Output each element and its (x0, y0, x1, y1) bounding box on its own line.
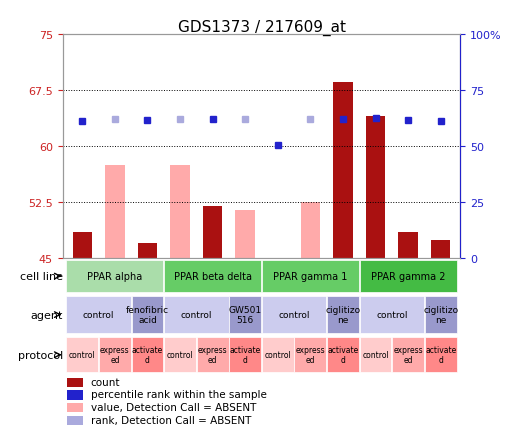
Bar (203, 207, 222, 259)
Bar (67, 403, 83, 412)
Bar (294, 338, 326, 372)
Text: PPAR gamma 1: PPAR gamma 1 (273, 271, 348, 281)
Text: PPAR beta delta: PPAR beta delta (174, 271, 252, 281)
Bar (66, 296, 131, 334)
Bar (327, 296, 359, 334)
Text: activate
d: activate d (132, 345, 163, 365)
Text: agent: agent (30, 310, 63, 320)
Bar (235, 210, 255, 259)
Bar (366, 117, 385, 259)
Text: express
ed: express ed (295, 345, 325, 365)
Text: control: control (180, 310, 212, 319)
Bar (392, 338, 424, 372)
Text: fenofibric
acid: fenofibric acid (126, 305, 169, 325)
Text: activate
d: activate d (327, 345, 359, 365)
Bar (360, 338, 392, 372)
Bar (99, 338, 131, 372)
Bar (138, 244, 157, 259)
Text: GW501
516: GW501 516 (229, 305, 262, 325)
Bar (197, 338, 229, 372)
Bar (164, 338, 196, 372)
Text: percentile rank within the sample: percentile rank within the sample (90, 390, 266, 400)
Text: rank, Detection Call = ABSENT: rank, Detection Call = ABSENT (90, 415, 251, 425)
Bar (131, 338, 163, 372)
Bar (301, 203, 320, 259)
Bar (170, 165, 190, 259)
Bar (425, 338, 457, 372)
Text: control: control (83, 310, 115, 319)
Bar (262, 296, 326, 334)
Text: GDS1373 / 217609_at: GDS1373 / 217609_at (177, 20, 346, 36)
Text: express
ed: express ed (393, 345, 423, 365)
Bar (67, 391, 83, 400)
Bar (229, 338, 261, 372)
Bar (425, 296, 457, 334)
Bar (333, 83, 353, 259)
Bar (431, 240, 450, 259)
Text: control: control (362, 350, 389, 359)
Bar (105, 165, 124, 259)
Text: PPAR alpha: PPAR alpha (87, 271, 142, 281)
Bar (67, 378, 83, 387)
Bar (327, 338, 359, 372)
Text: activate
d: activate d (425, 345, 456, 365)
Bar (66, 338, 98, 372)
Text: value, Detection Call = ABSENT: value, Detection Call = ABSENT (90, 402, 256, 412)
Bar (262, 260, 359, 292)
Text: activate
d: activate d (230, 345, 261, 365)
Bar (399, 233, 418, 259)
Bar (73, 233, 92, 259)
Text: ciglitizo
ne: ciglitizo ne (423, 305, 458, 325)
Bar (262, 338, 294, 372)
Bar (131, 296, 163, 334)
Bar (360, 260, 457, 292)
Text: control: control (278, 310, 310, 319)
Text: protocol: protocol (17, 350, 63, 360)
Text: control: control (167, 350, 194, 359)
Bar (164, 260, 261, 292)
Text: count: count (90, 377, 120, 387)
Bar (229, 296, 261, 334)
Bar (164, 296, 229, 334)
Text: PPAR gamma 2: PPAR gamma 2 (371, 271, 446, 281)
Text: control: control (376, 310, 407, 319)
Text: control: control (265, 350, 291, 359)
Text: express
ed: express ed (100, 345, 130, 365)
Text: ciglitizo
ne: ciglitizo ne (325, 305, 360, 325)
Text: control: control (69, 350, 96, 359)
Bar (67, 416, 83, 425)
Bar (360, 296, 424, 334)
Bar (66, 260, 163, 292)
Text: cell line: cell line (20, 271, 63, 281)
Text: express
ed: express ed (198, 345, 228, 365)
